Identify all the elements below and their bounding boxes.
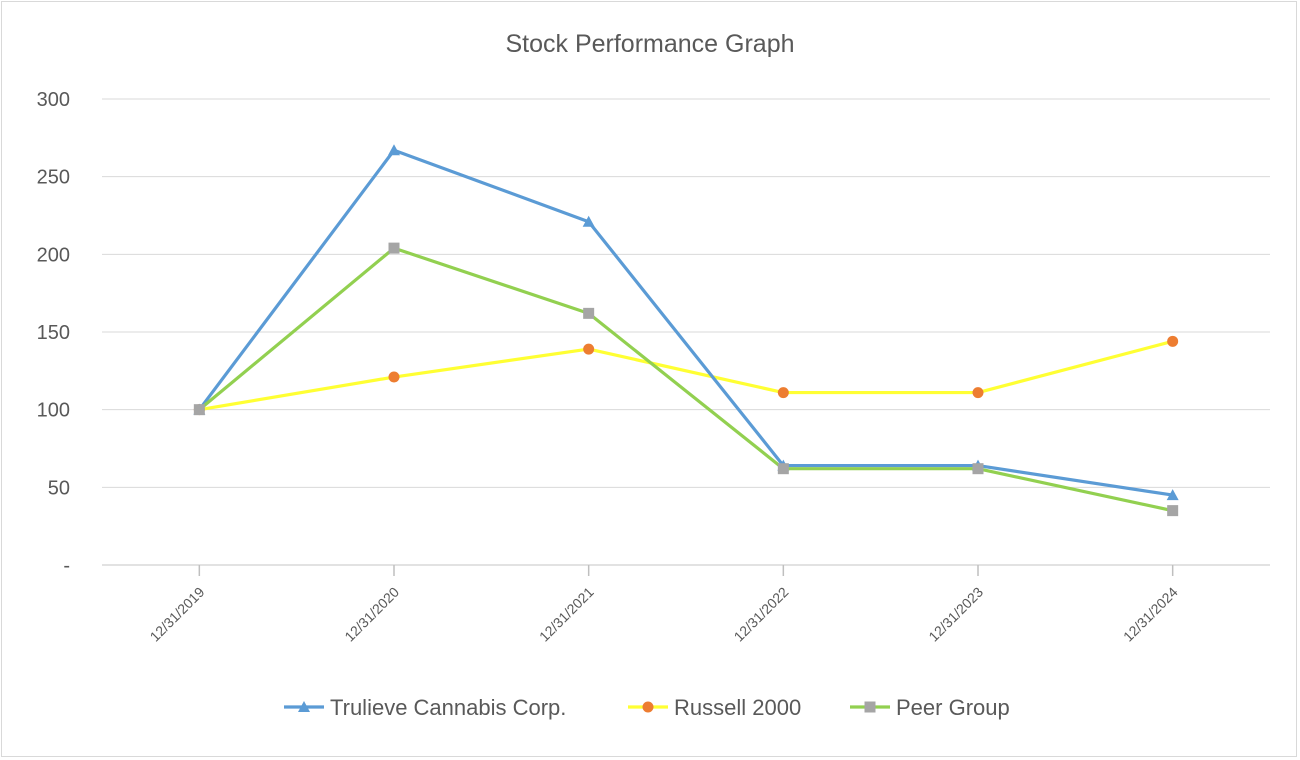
series-1 xyxy=(193,335,1179,416)
legend-item: Peer Group xyxy=(850,695,1010,720)
series-line xyxy=(198,246,1174,513)
legend-item: Trulieve Cannabis Corp. xyxy=(284,695,566,720)
legend-label: Trulieve Cannabis Corp. xyxy=(330,695,566,720)
legend-item: Russell 2000 xyxy=(628,695,801,720)
legend-label: Peer Group xyxy=(896,695,1010,720)
chart-title: Stock Performance Graph xyxy=(505,30,794,58)
data-point xyxy=(972,463,984,475)
data-point xyxy=(388,242,400,254)
legend-marker xyxy=(642,701,654,713)
y-tick-label: 150 xyxy=(37,322,70,344)
y-tick-label: - xyxy=(63,555,70,577)
x-tick-label: 12/31/2024 xyxy=(1120,584,1181,645)
y-tick-label: 300 xyxy=(37,89,70,111)
data-point xyxy=(777,463,789,475)
data-point xyxy=(388,371,400,383)
data-point xyxy=(583,307,595,319)
x-axis: 12/31/2019 12/31/2020 12/31/2021 12/31/2022… xyxy=(102,564,1270,645)
series-line xyxy=(198,148,1173,497)
y-tick-label: 50 xyxy=(48,477,70,499)
data-point xyxy=(582,215,595,227)
y-tick-label: 100 xyxy=(37,400,70,422)
legend-label: Russell 2000 xyxy=(674,695,801,720)
data-point xyxy=(1166,489,1179,501)
data-point xyxy=(583,343,595,355)
series-0 xyxy=(193,144,1179,501)
legend: Trulieve Cannabis Corp. Russell 2000 Peer … xyxy=(284,695,1010,720)
y-tick-label: 200 xyxy=(37,244,70,266)
x-tick-label: 12/31/2021 xyxy=(536,584,597,645)
data-point xyxy=(972,387,984,399)
y-tick-label: 250 xyxy=(37,167,70,189)
data-point xyxy=(193,404,205,416)
x-tick-label: 12/31/2020 xyxy=(341,584,402,645)
data-point xyxy=(1167,505,1179,517)
legend-marker xyxy=(864,701,876,713)
x-tick-label: 12/31/2023 xyxy=(925,584,986,645)
data-point xyxy=(1167,335,1179,347)
y-axis: - 50 100 150 200 250 300 xyxy=(37,89,70,577)
data-point xyxy=(388,144,400,156)
series-line xyxy=(199,339,1174,412)
x-tick-label: 12/31/2022 xyxy=(731,584,792,645)
data-point xyxy=(777,387,789,399)
series-group xyxy=(193,144,1179,517)
gridlines xyxy=(102,98,1270,488)
series-2 xyxy=(193,242,1179,517)
x-tick-label: 12/31/2019 xyxy=(147,584,208,645)
legend-marker xyxy=(298,701,310,712)
